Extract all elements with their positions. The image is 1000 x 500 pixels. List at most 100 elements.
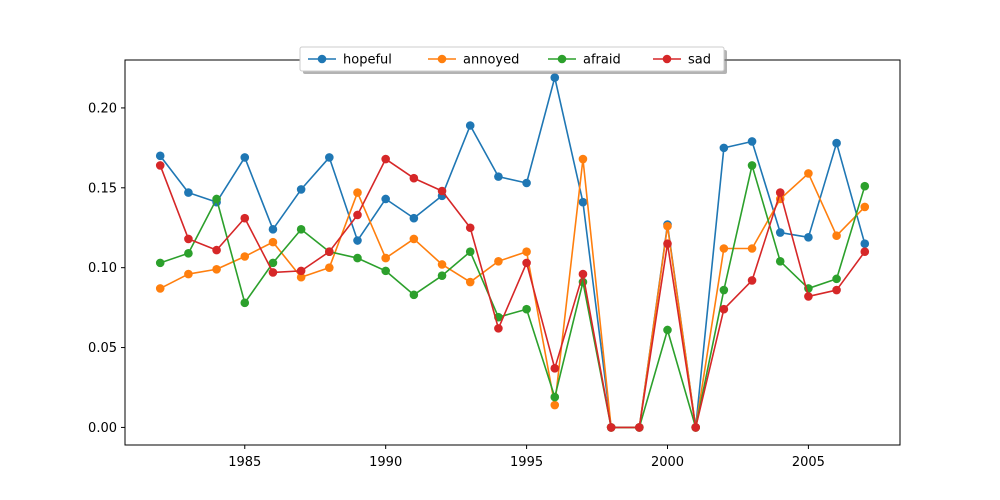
- data-point-annoyed: [155, 284, 165, 293]
- data-point-annoyed: [268, 237, 278, 247]
- data-point-annoyed: [578, 154, 588, 164]
- data-point-sad: [240, 213, 250, 223]
- series-line-annoyed: [159, 158, 866, 429]
- legend-marker: [317, 54, 327, 64]
- data-point-hopeful: [522, 178, 531, 188]
- x-axis: 1985 1990 1995 2000 2005: [228, 445, 825, 470]
- data-point-hopeful: [353, 236, 362, 245]
- legend-marker: [437, 54, 447, 64]
- data-point-hopeful: [268, 225, 278, 234]
- data-point-sad: [353, 210, 362, 220]
- data-point-sad: [860, 247, 870, 257]
- data-point-hopeful: [804, 233, 813, 242]
- data-point-hopeful: [240, 153, 250, 162]
- data-point-sad: [155, 161, 165, 170]
- data-point-afraid: [437, 271, 447, 280]
- x-tick-label: 1985: [228, 455, 261, 470]
- data-point-afraid: [550, 392, 560, 402]
- y-tick-label: 0.10: [88, 261, 117, 276]
- legend-box: [299, 46, 725, 72]
- data-point-sad: [268, 268, 278, 277]
- data-point-sad: [747, 276, 757, 285]
- data-point-afraid: [465, 247, 475, 257]
- legend-label: afraid: [583, 53, 621, 68]
- data-point-afraid: [296, 225, 306, 234]
- data-point-afraid: [184, 248, 193, 258]
- data-point-sad: [325, 247, 334, 257]
- series-line-afraid: [159, 164, 866, 429]
- y-tick-label: 0.05: [88, 341, 117, 356]
- data-point-afraid: [240, 298, 250, 308]
- legend-label: sad: [688, 53, 711, 68]
- data-point-sad: [719, 304, 729, 314]
- data-point-annoyed: [353, 188, 362, 197]
- data-point-sad: [522, 258, 531, 268]
- plot-area: [125, 60, 900, 445]
- data-point-annoyed: [860, 202, 870, 212]
- data-point-afraid: [522, 304, 531, 314]
- x-tick-label: 2000: [651, 455, 684, 470]
- legend-item-annoyed: annoyed: [428, 53, 519, 68]
- y-tick-label: 0.00: [88, 421, 117, 436]
- data-point-annoyed: [663, 221, 672, 231]
- data-point-annoyed: [465, 277, 475, 287]
- data-point-annoyed: [719, 244, 729, 253]
- data-point-annoyed: [522, 247, 531, 257]
- data-point-hopeful: [578, 197, 588, 207]
- data-point-sad: [437, 186, 447, 196]
- data-point-sad: [691, 423, 700, 432]
- data-point-sad: [635, 423, 644, 432]
- data-point-sad: [494, 324, 503, 333]
- series-hopeful: [155, 73, 870, 432]
- data-point-afraid: [212, 194, 221, 204]
- data-point-sad: [296, 266, 306, 276]
- data-point-afraid: [353, 253, 362, 263]
- series-layer: [155, 73, 870, 432]
- data-point-annoyed: [550, 400, 560, 410]
- data-point-sad: [212, 245, 221, 255]
- data-point-annoyed: [494, 256, 503, 266]
- data-point-annoyed: [240, 252, 250, 261]
- data-point-hopeful: [494, 172, 503, 181]
- data-point-hopeful: [155, 151, 165, 161]
- data-point-annoyed: [747, 244, 757, 253]
- data-point-annoyed: [184, 269, 193, 279]
- data-point-hopeful: [550, 73, 560, 82]
- data-point-annoyed: [325, 263, 334, 272]
- data-point-hopeful: [381, 194, 390, 204]
- data-point-sad: [775, 188, 785, 197]
- data-point-annoyed: [832, 231, 841, 241]
- data-point-hopeful: [832, 138, 841, 148]
- y-axis: 0.00 0.05 0.10 0.15 0.20: [88, 101, 125, 436]
- legend-marker: [662, 54, 672, 64]
- data-point-hopeful: [409, 213, 419, 223]
- legend-item-hopeful: hopeful: [308, 53, 392, 68]
- data-point-annoyed: [437, 260, 447, 269]
- data-point-annoyed: [804, 169, 813, 178]
- data-point-hopeful: [747, 137, 757, 146]
- legend-label: annoyed: [463, 53, 519, 68]
- data-point-hopeful: [860, 239, 870, 249]
- data-point-afraid: [775, 256, 785, 266]
- data-point-sad: [804, 292, 813, 301]
- x-tick-label: 1990: [369, 455, 402, 470]
- data-point-sad: [409, 173, 419, 183]
- data-point-hopeful: [775, 228, 785, 237]
- data-point-sad: [832, 285, 841, 295]
- data-point-afraid: [832, 274, 841, 284]
- series-annoyed: [155, 154, 870, 432]
- data-point-afraid: [155, 258, 165, 268]
- series-line-hopeful: [159, 76, 866, 429]
- y-tick-label: 0.20: [88, 101, 117, 116]
- series-sad: [155, 154, 870, 432]
- data-point-sad: [550, 364, 560, 373]
- data-point-afraid: [719, 285, 729, 295]
- legend-item-sad: sad: [653, 53, 711, 68]
- legend-label: hopeful: [343, 53, 392, 68]
- data-point-annoyed: [296, 272, 306, 282]
- data-point-hopeful: [465, 121, 475, 130]
- data-point-annoyed: [381, 253, 390, 263]
- data-point-afraid: [409, 290, 419, 300]
- data-point-annoyed: [409, 234, 419, 244]
- y-tick-label: 0.15: [88, 181, 117, 196]
